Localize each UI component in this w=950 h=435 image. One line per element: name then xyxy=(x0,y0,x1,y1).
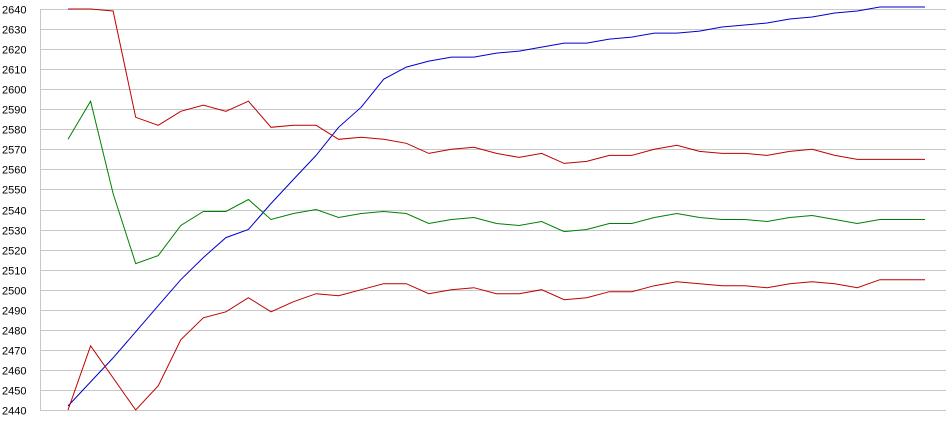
y-tick-label: 2490 xyxy=(2,306,26,318)
y-tick-label: 2440 xyxy=(2,406,26,418)
series-line-4 xyxy=(67,279,925,411)
y-tick-label: 2610 xyxy=(2,65,26,77)
series-line-3 xyxy=(67,99,925,265)
y-tick-label: 2450 xyxy=(2,386,26,398)
y-axis-tick-labels: 2440 2450 2460 2470 2480 2490 2500 2510 2520 2530… xyxy=(2,5,26,418)
y-tick-label: 2640 xyxy=(2,5,26,17)
y-tick-label: 2620 xyxy=(2,45,26,57)
grid-lines xyxy=(40,9,946,411)
y-tick-label: 2590 xyxy=(2,105,26,117)
y-tick-label: 2460 xyxy=(2,366,26,378)
y-tick-label: 2480 xyxy=(2,326,26,338)
y-tick-label: 2550 xyxy=(2,185,26,197)
y-tick-label: 2630 xyxy=(2,25,26,37)
y-tick-label: 2520 xyxy=(2,246,26,258)
y-tick-label: 2600 xyxy=(2,85,26,97)
y-tick-label: 2530 xyxy=(2,226,26,238)
series-lines xyxy=(67,6,925,411)
y-tick-label: 2510 xyxy=(2,266,26,278)
series-line-2 xyxy=(68,8,925,164)
series-line-1 xyxy=(67,6,925,407)
y-tick-label: 2560 xyxy=(2,165,26,177)
y-tick-label: 2580 xyxy=(2,125,26,137)
y-tick-label: 2570 xyxy=(2,145,26,157)
y-tick-label: 2470 xyxy=(2,346,26,358)
y-tick-label: 2500 xyxy=(2,286,26,298)
y-tick-label: 2540 xyxy=(2,206,26,218)
